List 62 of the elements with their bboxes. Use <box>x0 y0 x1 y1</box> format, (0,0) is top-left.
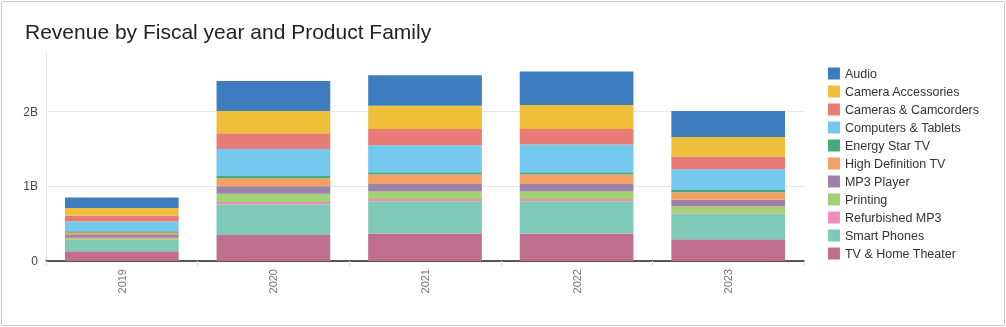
bar <box>368 75 482 106</box>
legend-label: Camera Accessories <box>844 84 960 99</box>
bar <box>519 71 634 105</box>
bar <box>671 137 786 157</box>
bar <box>216 178 331 187</box>
bar <box>64 221 179 232</box>
bar <box>64 208 179 216</box>
bar <box>519 233 634 261</box>
bar <box>216 193 331 203</box>
x-tick-label: 2020 <box>267 269 280 294</box>
bar <box>64 240 179 252</box>
legend-label: Energy Star TV <box>844 138 931 153</box>
bar <box>519 128 634 145</box>
bar <box>519 144 634 173</box>
legend-label: Smart Phones <box>844 228 925 243</box>
bar <box>519 184 634 192</box>
bar <box>368 233 482 261</box>
legend-label: Computers & Tablets <box>844 120 961 135</box>
bar <box>216 186 331 194</box>
bar <box>216 204 331 235</box>
bar <box>368 105 482 129</box>
bar <box>671 239 786 261</box>
bar <box>671 206 786 214</box>
y-tick-label: 2B <box>23 104 38 119</box>
legend-label: TV & Home Theater <box>844 246 956 261</box>
legend-label: Refurbished MP3 <box>844 210 942 225</box>
bar <box>368 191 482 200</box>
bar <box>216 81 331 111</box>
bar <box>368 201 482 234</box>
x-tick-label: 2019 <box>115 269 128 294</box>
y-tick-label: 0 <box>31 254 39 268</box>
x-tick-label: 2022 <box>570 269 583 294</box>
bar <box>216 133 331 150</box>
bar <box>519 105 634 129</box>
bar <box>671 213 786 240</box>
legend-label: MP3 Player <box>844 174 910 189</box>
bar <box>368 174 482 185</box>
bar <box>216 234 331 261</box>
legend-label: Printing <box>844 192 888 207</box>
legend-label: Cameras & Camcorders <box>844 102 980 117</box>
legend-label: Audio <box>844 66 877 81</box>
bar <box>519 191 634 200</box>
bar <box>519 201 634 234</box>
y-tick-label: 1B <box>23 179 38 194</box>
bar <box>368 184 482 192</box>
bar <box>671 156 786 170</box>
bar <box>671 169 786 191</box>
bar <box>671 110 786 138</box>
bar <box>368 128 482 146</box>
bar <box>368 145 482 173</box>
bar <box>216 149 331 176</box>
legend-label: High Definition TV <box>844 156 947 171</box>
bar <box>216 110 331 134</box>
x-tick-label: 2023 <box>722 269 735 294</box>
bar <box>64 197 179 208</box>
bar <box>671 199 786 207</box>
bar <box>519 174 634 185</box>
bar <box>64 215 179 222</box>
bar <box>64 251 179 261</box>
x-tick-label: 2021 <box>419 269 431 294</box>
bar <box>671 192 786 200</box>
chart-title: Revenue by Fiscal year and Product Family <box>25 20 432 43</box>
